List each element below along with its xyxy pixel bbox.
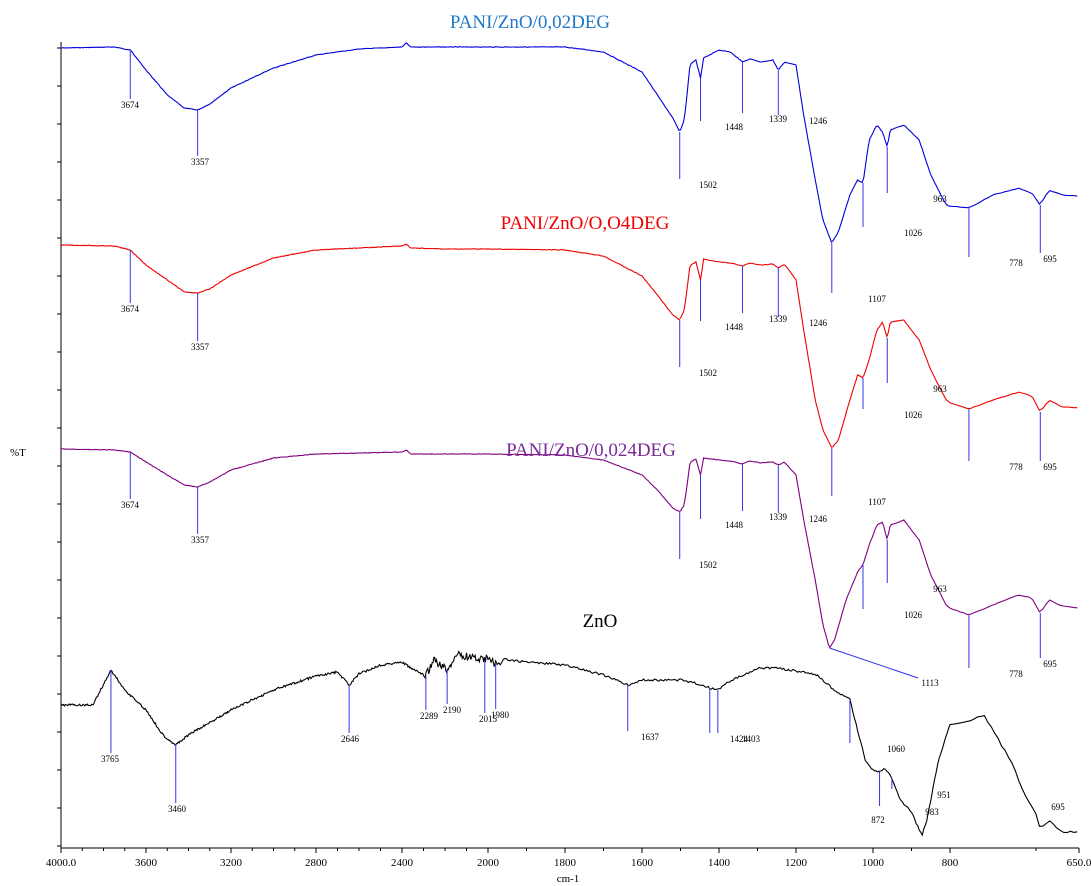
peak-label: 1980: [491, 710, 510, 720]
y-axis-title: %T: [10, 447, 26, 459]
peak-label: 3357: [191, 342, 210, 352]
peak-label: 951: [937, 790, 951, 800]
peak-label: 1060: [887, 744, 906, 754]
peak-label: 1246: [809, 116, 828, 126]
x-tick-label: 3200: [220, 857, 243, 869]
peak-label: 695: [1051, 802, 1065, 812]
peak-label: 3460: [168, 804, 187, 814]
x-tick-label: 2000: [477, 857, 500, 869]
peak-label: 1339: [769, 314, 788, 324]
peak-label: 1113: [921, 678, 939, 688]
x-tick-label: 1000: [862, 857, 885, 869]
peak-label: 778: [1009, 462, 1023, 472]
x-tick-label: 1800: [554, 857, 577, 869]
peak-label: 695: [1043, 659, 1057, 669]
peak-marker: [829, 647, 919, 679]
peak-label: 963: [933, 194, 947, 204]
series-label: ZnO: [583, 611, 618, 632]
peak-label: 778: [1009, 669, 1023, 679]
peak-label: 1502: [699, 180, 717, 190]
peak-label: 872: [871, 815, 885, 825]
peak-label: 1026: [904, 610, 923, 620]
spectrum-line: [61, 42, 1078, 243]
x-axis-title: cm-1: [557, 873, 580, 885]
peak-label: 1424: [730, 734, 749, 744]
peak-label: 1448: [725, 122, 744, 132]
peak-label: 963: [933, 384, 947, 394]
spectrum-line: [60, 243, 1078, 448]
peak-label: 778: [1009, 258, 1023, 268]
peak-label: 983: [925, 807, 939, 817]
x-tick-label: 650.0: [1067, 857, 1091, 869]
x-axis-ticks: 4000.0 3600 3200 2800 2400 2000 1800 1600 1400 12…: [46, 848, 1091, 869]
peak-label: 1026: [904, 410, 923, 420]
series-0: PANI/ZnO/0,02DEG 3674 3357 1502 1448 1339 1246…: [61, 12, 1078, 304]
peak-label: 1637: [641, 732, 660, 742]
x-tick-label: 4000.0: [46, 857, 77, 869]
peak-label: 1107: [868, 497, 886, 507]
peak-label: 3357: [191, 157, 210, 167]
x-tick-label: 3600: [135, 857, 158, 869]
peak-label: 1502: [699, 560, 717, 570]
series-label: PANI/ZnO/0,024DEG: [506, 440, 676, 461]
peak-label: 2646: [341, 734, 360, 744]
spectrum-line: [60, 650, 1078, 837]
x-tick-label: 2400: [391, 857, 414, 869]
peak-label: 963: [933, 584, 947, 594]
peak-label: 1107: [868, 294, 886, 304]
peak-label: 1448: [725, 322, 744, 332]
peak-label: 1246: [809, 318, 828, 328]
x-tick-label: 1200: [785, 857, 808, 869]
peak-label: 1339: [769, 512, 788, 522]
series-layer: PANI/ZnO/0,02DEG 3674 3357 1502 1448 1339 1246…: [60, 12, 1078, 837]
y-axis-ticks: [57, 47, 61, 847]
peak-label: 1026: [904, 228, 923, 238]
x-tick-label: 2800: [305, 857, 328, 869]
series-label: PANI/ZnO/0,02DEG: [450, 12, 611, 33]
peak-label: 3674: [121, 100, 140, 110]
spectrum-line: [60, 448, 1078, 649]
peak-label: 1339: [769, 114, 788, 124]
x-tick-label: 800: [942, 857, 959, 869]
series-2: PANI/ZnO/0,024DEG 3674 3357 1502 1448 1339 124…: [60, 440, 1078, 688]
peak-label: 3765: [101, 754, 120, 764]
peak-label: 2190: [443, 705, 462, 715]
peak-label: 695: [1043, 462, 1057, 472]
peak-label: 2289: [420, 711, 439, 721]
peak-label: 695: [1043, 254, 1057, 264]
peak-label: 1246: [809, 514, 828, 524]
peak-label: 3357: [191, 535, 210, 545]
series-1: PANI/ZnO/O,O4DEG 3674 3357 1502 1448 1339 1246…: [60, 213, 1078, 507]
peak-label: 2015: [479, 714, 498, 724]
series-label: PANI/ZnO/O,O4DEG: [501, 213, 670, 234]
peak-label: 1403: [742, 734, 761, 744]
peak-label: 1448: [725, 520, 744, 530]
peak-label: 1502: [699, 368, 717, 378]
x-tick-label: 1400: [708, 857, 731, 869]
peak-label: 3674: [121, 500, 140, 510]
peak-label: 3674: [121, 304, 140, 314]
x-tick-label: 1600: [631, 857, 654, 869]
